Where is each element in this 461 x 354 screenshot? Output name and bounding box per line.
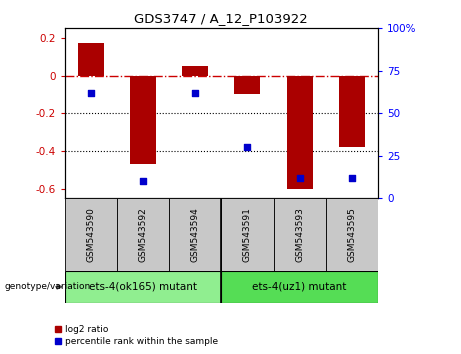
- Bar: [169, 198, 221, 271]
- Text: GDS3747 / A_12_P103922: GDS3747 / A_12_P103922: [135, 12, 308, 25]
- Text: GSM543593: GSM543593: [295, 207, 304, 262]
- Bar: [221, 198, 273, 271]
- Text: GSM543592: GSM543592: [138, 207, 148, 262]
- Point: [87, 90, 95, 96]
- Bar: [182, 66, 208, 75]
- Bar: [65, 198, 117, 271]
- Bar: [273, 198, 326, 271]
- Text: genotype/variation: genotype/variation: [5, 282, 91, 291]
- Bar: [77, 44, 104, 75]
- Point: [348, 175, 355, 181]
- Point: [191, 90, 199, 96]
- Point: [296, 175, 303, 181]
- Text: ets-4(uz1) mutant: ets-4(uz1) mutant: [253, 282, 347, 292]
- Legend: log2 ratio, percentile rank within the sample: log2 ratio, percentile rank within the s…: [51, 321, 222, 349]
- Bar: [339, 75, 365, 147]
- Point: [244, 144, 251, 150]
- Bar: [234, 75, 260, 95]
- Bar: [65, 271, 221, 303]
- Bar: [221, 271, 378, 303]
- Text: ets-4(ok165) mutant: ets-4(ok165) mutant: [89, 282, 197, 292]
- Text: GSM543594: GSM543594: [191, 207, 200, 262]
- Text: GSM543590: GSM543590: [86, 207, 95, 262]
- Text: GSM543595: GSM543595: [348, 207, 356, 262]
- Bar: [287, 75, 313, 189]
- Point: [139, 178, 147, 184]
- Bar: [130, 75, 156, 164]
- Bar: [117, 198, 169, 271]
- Bar: [326, 198, 378, 271]
- Text: GSM543591: GSM543591: [243, 207, 252, 262]
